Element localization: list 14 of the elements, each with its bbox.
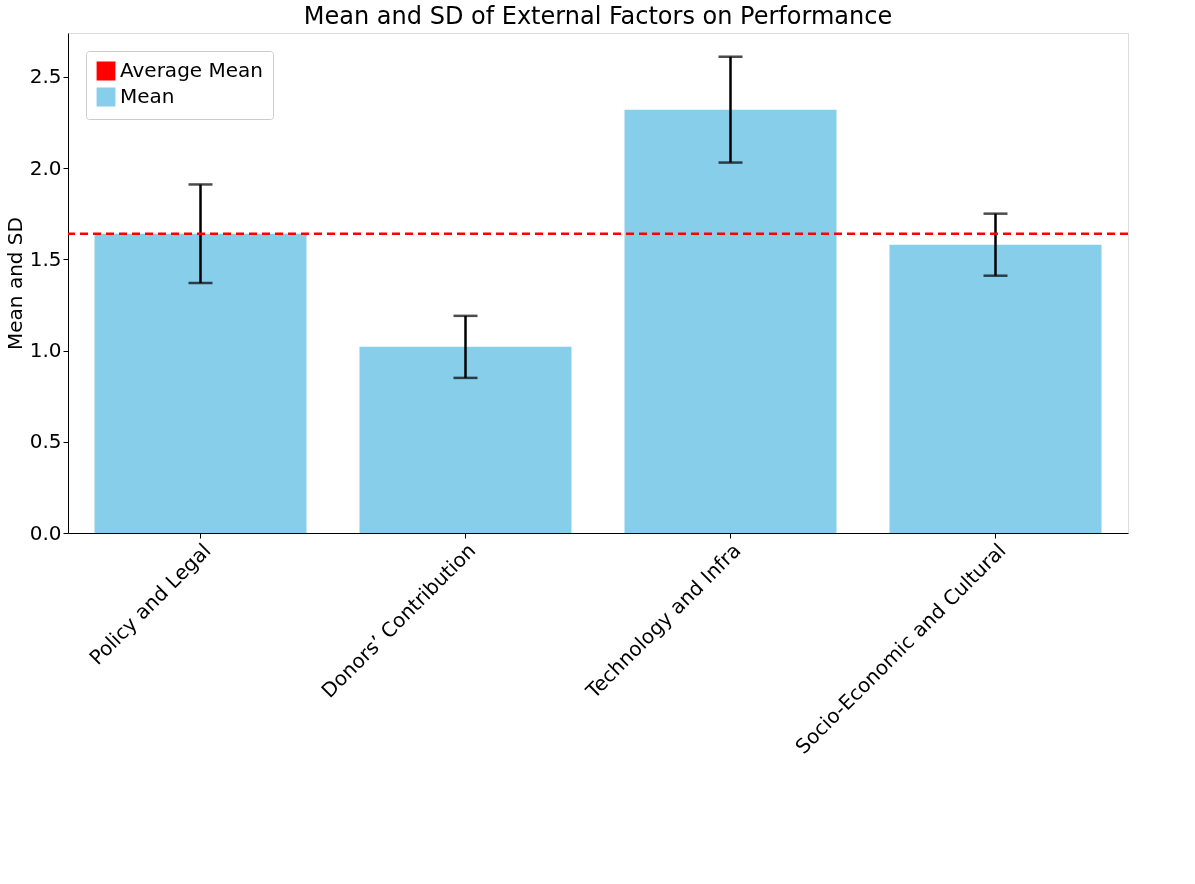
y-tick-label: 1.0 (29, 338, 62, 363)
bar (624, 109, 837, 533)
y-tick-label: 2.5 (29, 64, 62, 89)
y-tick-label: 2.0 (29, 155, 62, 180)
chart-title: Mean and SD of External Factors on Performance (303, 2, 893, 30)
y-tick-label: 0.5 (29, 429, 62, 454)
bar (889, 244, 1102, 533)
bar (94, 233, 307, 533)
legend-label: Mean (120, 84, 175, 108)
y-axis-title: Mean and SD (2, 217, 27, 350)
y-tick-label: 1.5 (29, 246, 62, 271)
bar (359, 346, 572, 533)
legend-label: Average Mean (120, 58, 263, 82)
y-tick-label: 0.0 (29, 520, 62, 545)
